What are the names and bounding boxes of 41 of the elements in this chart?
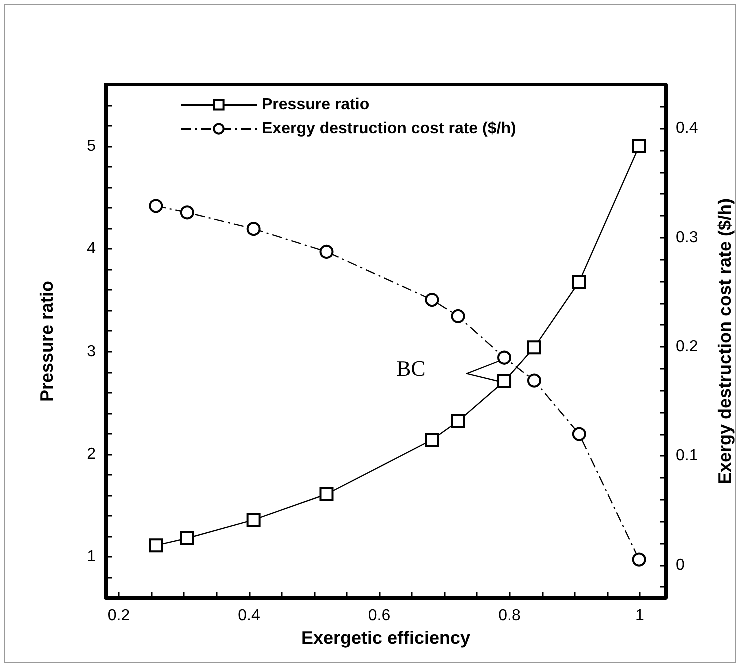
point bbox=[246, 513, 261, 528]
y-axis-title: Pressure ratio bbox=[37, 280, 57, 402]
legend-label: Exergy destruction cost rate ($/h) bbox=[262, 120, 516, 138]
y-tick-label: 1 bbox=[87, 548, 96, 566]
point bbox=[498, 374, 512, 389]
x-tick-label: 0.2 bbox=[108, 608, 130, 624]
y2-tick-label: 0.2 bbox=[676, 338, 698, 356]
y-tick-label: 2 bbox=[87, 446, 96, 463]
y2-tick-label: 0 bbox=[676, 556, 685, 574]
y2-tick-label: 0.1 bbox=[676, 448, 698, 465]
x-tick-label: 0.6 bbox=[368, 608, 391, 624]
point bbox=[498, 350, 512, 365]
point bbox=[320, 245, 334, 259]
y2-tick-label: 0.4 bbox=[676, 120, 698, 138]
point bbox=[320, 487, 334, 502]
point bbox=[149, 199, 164, 214]
y2-tick-label: 0.3 bbox=[676, 229, 698, 246]
point bbox=[527, 374, 542, 388]
y-tick-label: 4 bbox=[87, 240, 96, 258]
legend-label: Pressure ratio bbox=[262, 96, 370, 114]
point bbox=[425, 432, 440, 447]
x-tick-label: 0.8 bbox=[498, 608, 521, 624]
point bbox=[246, 222, 261, 236]
y-tick-label: 5 bbox=[87, 138, 96, 156]
point bbox=[149, 538, 164, 553]
point bbox=[451, 414, 466, 429]
point bbox=[632, 552, 646, 567]
point bbox=[425, 293, 440, 308]
annotation: BC bbox=[396, 356, 426, 382]
y-tick-label: 3 bbox=[87, 343, 96, 360]
point bbox=[180, 531, 194, 546]
point bbox=[572, 274, 586, 289]
x-axis-title: Exergetic efficiency bbox=[301, 628, 471, 648]
point bbox=[572, 427, 586, 442]
x-tick-label: 1 bbox=[636, 608, 644, 624]
point bbox=[180, 206, 194, 220]
x-tick-label: 0.4 bbox=[238, 608, 260, 624]
y2-axis-title: Exergy destruction cost rate ($/h) bbox=[715, 198, 735, 485]
point bbox=[451, 309, 466, 324]
point bbox=[527, 340, 542, 355]
point bbox=[632, 140, 646, 154]
